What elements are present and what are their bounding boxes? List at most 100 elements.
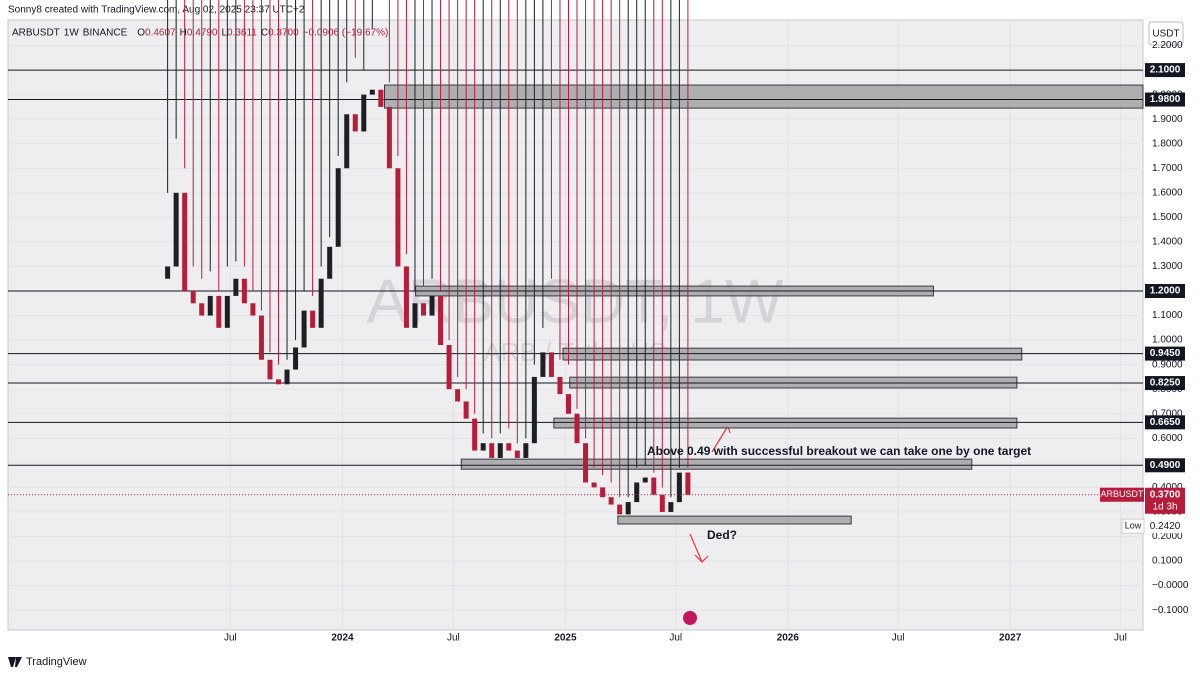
y-tick-label: 0.9000 — [1152, 359, 1183, 370]
candle-body — [369, 89, 375, 95]
low-badge — [1145, 519, 1185, 534]
y-tick-label: 1.6000 — [1152, 187, 1183, 198]
candle-body — [412, 303, 418, 328]
level-label: 0.6650 — [1150, 417, 1181, 428]
interval: 1W — [64, 28, 80, 39]
ohlc-key: L — [221, 28, 227, 39]
candle-body — [668, 502, 674, 512]
annotation: Ded? — [707, 528, 737, 542]
candle-body — [514, 450, 520, 458]
candle-body — [199, 303, 205, 316]
x-tick-label: Jul — [1114, 633, 1127, 644]
candle-body — [420, 303, 426, 316]
candle-body — [267, 359, 273, 380]
candle-body — [659, 494, 665, 512]
level-label: 1.2000 — [1150, 286, 1181, 297]
candle-body — [591, 482, 597, 488]
candle-body — [583, 443, 589, 483]
level-label: 0.9450 — [1150, 348, 1181, 359]
candle-body — [344, 114, 350, 169]
candle-body — [438, 295, 444, 346]
exchange: BINANCE — [83, 28, 128, 39]
candle-body — [676, 472, 682, 503]
candle-body — [540, 352, 546, 377]
last-price: 0.3700 — [1150, 489, 1181, 500]
candle-body — [275, 379, 281, 385]
candle-body — [352, 114, 358, 132]
y-tick-label: 1.7000 — [1152, 163, 1183, 174]
candle-body — [216, 295, 222, 328]
ohlc-key: H — [180, 28, 187, 39]
x-tick-label: 2026 — [777, 633, 800, 644]
candle-body — [557, 376, 563, 395]
level-badge — [1145, 92, 1185, 107]
candle-body — [574, 413, 580, 444]
candle-body — [642, 477, 648, 483]
y-tick-label: 0.6000 — [1152, 433, 1183, 444]
candle-body — [165, 266, 171, 279]
zone — [384, 84, 1144, 109]
candle-body — [310, 310, 316, 328]
ohlc-value: 0.3700 — [268, 28, 299, 39]
x-tick-label: 2025 — [554, 633, 577, 644]
level-badge — [1145, 376, 1185, 391]
y-tick-label: 1.4000 — [1152, 237, 1183, 248]
candle-body — [258, 315, 264, 360]
candle-body — [293, 347, 299, 370]
candle-body — [617, 504, 623, 515]
candle-body — [531, 376, 537, 444]
candle-body — [318, 278, 324, 328]
x-tick-label: Jul — [669, 633, 682, 644]
ohlc-key: O — [137, 28, 145, 39]
candle-body — [429, 295, 435, 316]
candle-body — [463, 401, 469, 419]
ohlc-key: C — [261, 28, 268, 39]
candle-body — [190, 291, 196, 304]
candle-body — [600, 487, 606, 498]
candle-body — [455, 389, 461, 402]
candle-body — [173, 192, 179, 267]
candle-body — [685, 472, 691, 495]
candle-body — [395, 168, 401, 267]
candle-body — [250, 303, 256, 316]
low-name: Low — [1125, 521, 1142, 531]
candle-body — [182, 192, 188, 292]
level-badge — [1145, 63, 1185, 78]
candle-body — [241, 278, 247, 304]
low-price: 0.2420 — [1150, 521, 1181, 532]
y-tick-label: 1.8000 — [1152, 138, 1183, 149]
zone — [553, 417, 1018, 429]
y-tick-label: 1.9000 — [1152, 114, 1183, 125]
candle-body — [403, 266, 409, 328]
countdown: 1d 3h — [1152, 501, 1177, 512]
candle-body — [651, 477, 657, 495]
y-tick-label: 0.7000 — [1152, 408, 1183, 419]
candle-body — [233, 278, 239, 296]
zone — [460, 458, 973, 470]
x-tick-label: 2024 — [331, 633, 354, 644]
candle-body — [523, 443, 529, 458]
candle-body — [378, 89, 384, 107]
candle-body — [284, 369, 290, 385]
level-label: 0.4900 — [1150, 460, 1181, 471]
level-badge — [1145, 415, 1185, 430]
x-tick-label: Jul — [892, 633, 905, 644]
low-name-badge — [1121, 518, 1145, 534]
symbol: ARBUSDT — [12, 28, 60, 39]
candle-body — [625, 502, 631, 515]
candle-body — [301, 310, 307, 348]
candle-body — [446, 345, 452, 390]
candle-body — [608, 497, 614, 505]
candle-body — [335, 168, 341, 247]
level-badge — [1145, 458, 1185, 473]
level-label: 1.9800 — [1150, 94, 1181, 105]
annotation: Above 0.49 with successful breakout we c… — [647, 444, 1031, 458]
candle-body — [224, 295, 230, 328]
candle-body — [565, 394, 571, 414]
x-tick-label: 2027 — [999, 633, 1022, 644]
last-price-badge — [1145, 487, 1185, 514]
tv-logo — [8, 657, 22, 667]
ohlc-value: 0.4790 — [187, 28, 218, 39]
